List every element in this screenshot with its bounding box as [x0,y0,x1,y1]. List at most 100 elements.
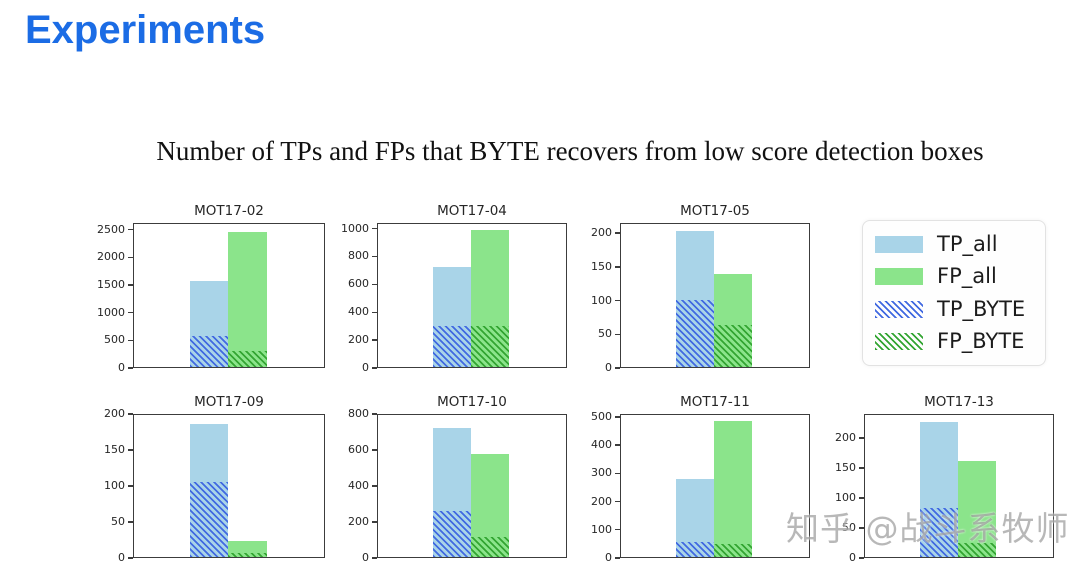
y-tick-mark [615,266,620,268]
y-tick-label: 200 [348,333,369,347]
plot-frame [133,223,325,368]
y-tick-mark [859,557,864,559]
bar-tp-byte [676,542,715,557]
y-tick-label: 0 [362,361,369,374]
bar-fp-all [228,231,267,367]
y-tick-label: 2000 [97,250,125,264]
chart-title: MOT17-10 [437,394,507,410]
legend-swatch-tp-byte [875,300,923,318]
y-tick-mark [615,557,620,559]
y-tick-mark [372,367,377,369]
bar-fp-byte [714,325,753,367]
y-tick-label: 150 [591,259,612,273]
legend-item: FP_all [875,266,1033,287]
bar-tp-byte [433,511,472,557]
legend-swatch-fp-byte [875,332,923,350]
bar-fp-byte [471,326,510,367]
y-tick-mark [372,339,377,341]
plot-frame [620,223,810,368]
y-tick-label: 200 [835,431,856,444]
figure-caption: Number of TPs and FPs that BYTE recovers… [156,136,984,166]
y-tick-mark [859,497,864,499]
bar-fp-all [714,420,753,557]
legend-label: TP_BYTE [937,296,1026,321]
y-tick-label: 800 [348,249,369,263]
y-tick-mark [372,283,377,286]
y-tick-mark [615,333,620,335]
y-tick-label: 600 [348,443,369,456]
y-tick-mark [372,557,377,559]
y-tick-mark [128,339,133,342]
y-tick-mark [615,500,620,503]
bar-tp-byte [190,481,229,557]
y-tick-label: 600 [348,277,369,291]
y-tick-mark [372,449,377,451]
y-tick-mark [615,367,620,369]
y-tick-label: 200 [348,515,369,528]
y-tick-label: 0 [849,551,856,564]
bar-fp-byte [714,544,753,557]
y-tick-mark [128,311,133,314]
watermark: 知乎 @战斗系牧师 [786,509,1070,548]
y-tick-label: 500 [591,409,612,423]
y-tick-mark [128,228,133,231]
y-tick-label: 2500 [97,222,125,236]
y-tick-label: 0 [605,361,612,374]
y-tick-label: 150 [104,443,125,456]
y-tick-mark [128,521,133,523]
y-tick-mark [615,444,620,446]
y-tick-label: 800 [348,407,369,420]
plot-frame [864,414,1054,558]
bar-fp-byte [958,543,997,557]
y-tick-mark [128,367,133,369]
bar-tp-byte [433,326,472,367]
y-tick-mark [372,311,377,313]
bar-fp-byte [228,552,267,557]
y-tick-mark [128,284,133,286]
y-tick-label: 200 [104,407,125,420]
y-tick-mark [372,485,377,487]
legend-item: TP_BYTE [875,296,1033,321]
y-tick-label: 1000 [341,221,369,235]
y-tick-label: 400 [591,438,612,452]
legend-swatch-tp-all [875,236,923,253]
y-tick-mark [372,255,377,258]
y-tick-mark [372,521,377,523]
y-tick-mark [615,529,620,531]
y-tick-mark [128,449,133,451]
y-tick-mark [615,232,620,234]
y-tick-label: 0 [118,551,125,564]
y-tick-mark [615,416,620,418]
bar-tp-byte [190,336,229,367]
bar-fp-byte [471,536,510,557]
legend-label: TP_all [937,232,998,256]
legend-label: FP_BYTE [937,328,1025,353]
y-tick-label: 500 [104,333,125,347]
y-tick-mark [128,413,133,415]
y-tick-label: 100 [104,479,125,492]
legend-label: FP_all [937,264,997,289]
y-tick-label: 1000 [97,305,125,319]
y-tick-mark [859,527,864,529]
bar-fp-byte [228,350,267,367]
y-tick-label: 0 [118,361,125,374]
bar-fp-all [958,460,997,557]
y-tick-mark [372,413,377,415]
y-tick-mark [615,299,620,302]
y-tick-label: 100 [591,293,612,307]
y-tick-mark [859,437,864,439]
y-tick-label: 300 [591,466,612,480]
y-tick-label: 200 [591,226,612,240]
y-tick-label: 150 [835,461,856,474]
legend-swatch-fp-all [875,268,923,286]
y-tick-label: 50 [842,521,856,534]
plot-frame [620,414,810,558]
bar-tp-byte [920,507,959,557]
page-title: Experiments [25,8,266,52]
legend-item: FP_BYTE [875,328,1033,353]
y-tick-label: 0 [362,551,369,564]
y-tick-label: 50 [598,327,612,341]
bar-tp-byte [676,299,715,367]
chart-title: MOT17-11 [680,394,750,410]
